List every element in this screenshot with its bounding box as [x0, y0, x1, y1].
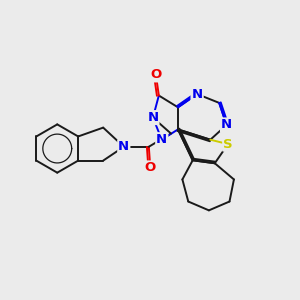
- Text: N: N: [191, 88, 203, 100]
- Text: N: N: [147, 111, 158, 124]
- Text: O: O: [145, 161, 156, 175]
- Text: N: N: [156, 133, 167, 146]
- Text: N: N: [221, 118, 232, 131]
- Text: N: N: [118, 140, 129, 153]
- Text: O: O: [150, 68, 161, 81]
- Text: S: S: [223, 138, 233, 151]
